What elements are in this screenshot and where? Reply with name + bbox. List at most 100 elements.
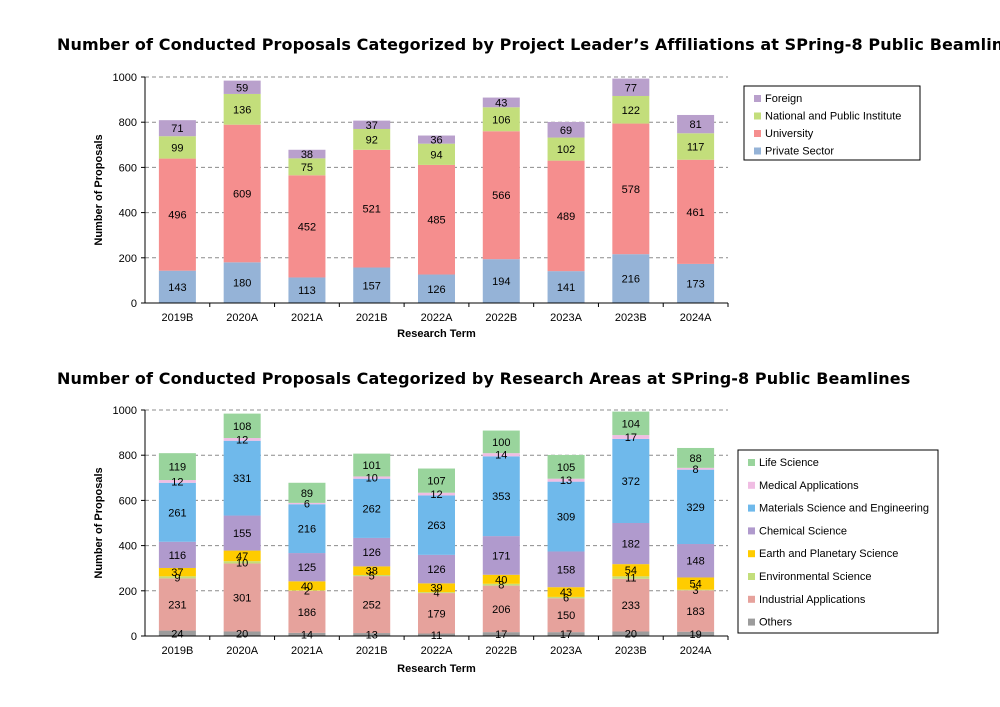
chart-1-bar-segment [547,121,585,138]
chart-2-y-tick-label: 600 [119,495,137,507]
chart-2-data-label: 2 [304,586,310,598]
chart-2-data-label: 54 [625,565,637,577]
chart-1-bar-segment [547,271,585,303]
chart-1-legend-entry: Private Sector [765,146,834,158]
chart-1-data-label: 94 [430,149,442,161]
chart-2-data-label: 231 [168,599,186,611]
chart-1-data-label: 578 [622,184,640,196]
chart-1-x-tick-label: 2022B [485,312,517,324]
chart-2-data-label: 10 [236,557,248,569]
chart-2-data-label: 89 [301,488,313,500]
chart-2-data-label: 14 [301,629,313,641]
chart-1-bar-segment [288,175,326,278]
chart-1-bar-segment [158,120,196,137]
chart-2-bar-segment [223,515,261,551]
chart-2-bar-segment [158,482,196,542]
chart-2-data-label: 6 [304,499,310,511]
chart-1-legend-swatch [754,112,761,120]
chart-2-y-tick-label: 400 [119,541,137,553]
chart-1-data-label: 157 [363,280,381,292]
chart-2-bar-segment [547,632,585,636]
chart-2-bar-segment [612,576,650,579]
chart-2-bar-segment [482,574,520,584]
chart-2-data-label: 8 [693,464,699,476]
chart-1-data-label: 122 [622,105,640,117]
chart-2-data-label: 331 [233,473,251,485]
chart-1-bar-segment [288,149,326,159]
chart-2-data-label: 17 [560,629,572,641]
chart-1-legend-swatch [754,130,761,137]
chart-2-bar-segment [353,453,391,477]
chart-1-y-tick-label: 200 [119,253,137,265]
chart-2-legend-entry: Life Science [759,457,819,469]
chart-2-data-label: 171 [492,550,510,562]
chart-2-bar-segment [353,566,391,575]
chart-2-bar-segment [353,478,391,538]
chart-1-data-label: 81 [689,119,701,131]
chart-2-bar-segment [223,440,261,516]
chart-2-y-tick-label: 0 [131,631,137,643]
chart-2-bar-segment [288,590,326,633]
chart-2-legend-swatch [748,550,755,558]
chart-1-data-label: 489 [557,211,575,223]
chart-1-y-tick-label: 1000 [113,72,137,84]
chart-1-y-tick-label: 600 [119,162,137,174]
chart-2-bar-segment [418,495,455,555]
chart-2-legend-entry: Environmental Science [759,571,872,583]
chart-2-data-label: 39 [430,583,442,595]
chart-1-bar-segment [418,164,455,275]
chart-2-data-label: 12 [171,476,183,488]
chart-2-bar-segment [288,482,326,503]
chart-2-bar-segment [677,589,715,591]
chart-2-data-label: 17 [625,432,637,444]
chart-2-data-label: 12 [430,489,442,501]
chart-2-bar-segment [223,550,261,562]
chart-1-bar-segment [158,158,196,271]
chart-1-bar-segment [547,160,585,272]
chart-2-x-tick-label: 2019B [161,645,193,657]
chart-2-bar-segment [677,544,715,578]
chart-1-data-label: 38 [301,149,313,161]
chart-2-bar-segment [288,502,326,505]
chart-2-legend-entry: Industrial Applications [759,594,866,606]
chart-2-bar-segment [223,413,261,439]
chart-2-x-tick-label: 2022B [485,645,517,657]
chart-1-bar-segment [612,95,650,124]
chart-2-data-label: 261 [168,507,186,519]
chart-2-legend-entry: Chemical Science [759,525,847,537]
chart-2-data-label: 263 [427,520,445,532]
chart-1-bar-segment [482,131,520,260]
chart-2-legend-swatch [748,527,755,535]
chart-1-bar-segment [288,158,326,176]
chart-1-data-label: 59 [236,82,248,94]
chart-2-data-label: 262 [363,503,381,515]
chart-1-x-tick-label: 2023A [550,312,582,324]
chart-2-bar-segment [223,438,261,441]
chart-2-bar-segment [158,567,196,577]
chart-1-legend-swatch [754,95,761,102]
chart-2-bar-segment [223,561,261,564]
chart-2-bar-segment [418,492,455,496]
chart-1-bar-segment [418,143,455,165]
chart-2-bar-segment [482,430,520,454]
chart-1-data-label: 521 [363,204,381,216]
chart-2-bar-segment [482,536,520,575]
chart-2-data-label: 183 [686,606,704,618]
chart-1-x-tick-label: 2023B [615,312,647,324]
chart-2-bar-segment [418,468,455,493]
chart-2-bar-segment [288,632,326,636]
chart-2-x-tick-label: 2021A [291,645,323,657]
chart-1-bar-segment [612,254,650,303]
chart-1-bar-segment [353,128,391,150]
chart-2-legend-entry: Others [759,617,793,629]
chart-1-data-label: 71 [171,123,183,135]
chart-2-bar-segment [547,587,585,597]
chart-1-data-label: 143 [168,282,186,294]
chart-2-data-label: 186 [298,607,316,619]
chart-2-data-label: 88 [689,453,701,465]
chart-1-bar-segment [482,97,520,108]
chart-1-bar-segment [223,124,261,263]
chart-1-x-tick-label: 2020A [226,312,258,324]
chart-2-bar-segment [353,633,391,636]
